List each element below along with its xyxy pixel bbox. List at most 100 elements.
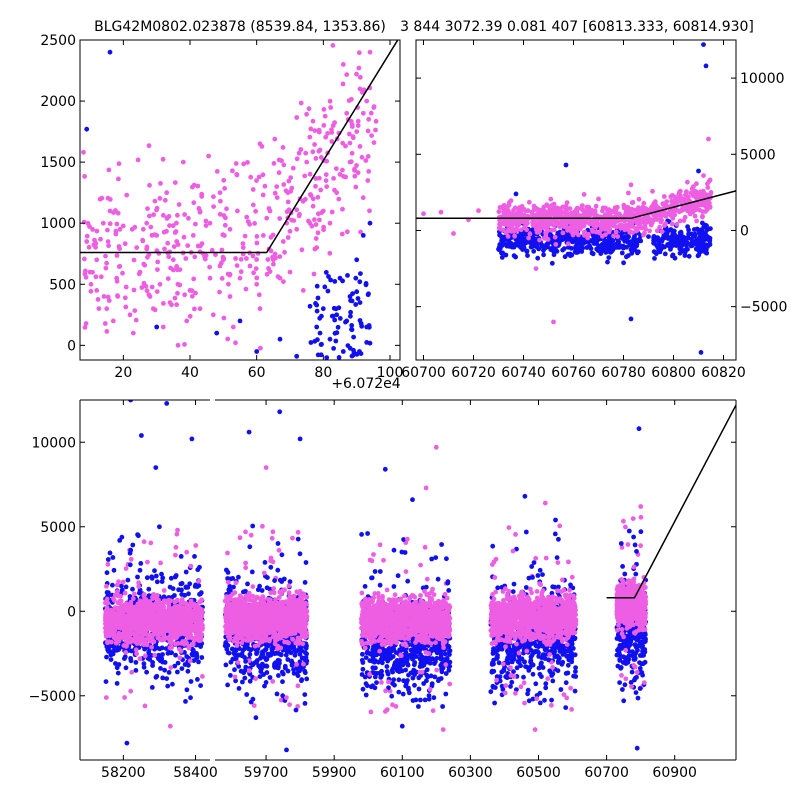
data-point-pink [81, 149, 86, 155]
data-point-pink [106, 167, 112, 173]
data-point-pink [82, 325, 88, 330]
data-point-blue [173, 652, 179, 658]
data-point-pink [83, 268, 88, 274]
data-point-blue [297, 659, 303, 665]
data-point-blue [668, 246, 673, 252]
data-point-blue [567, 237, 573, 243]
data-point-pink [318, 155, 324, 160]
data-point-pink [144, 220, 150, 226]
data-point-pink [363, 158, 369, 163]
data-point-pink [701, 173, 706, 179]
data-point-blue [700, 239, 706, 245]
data-point-blue [606, 255, 612, 260]
data-point-pink [707, 205, 713, 210]
data-point-blue [304, 651, 309, 657]
data-point-blue [676, 238, 682, 243]
data-point-pink [569, 229, 574, 235]
data-point-pink [451, 231, 456, 236]
data-point-pink [136, 640, 142, 646]
data-point-blue [357, 279, 363, 285]
data-point-pink [166, 254, 172, 260]
data-point-pink [167, 639, 173, 645]
data-point-pink [105, 631, 110, 637]
data-point-scatter [150, 663, 156, 668]
data-point-pink [438, 209, 444, 215]
data-point-scatter [186, 662, 191, 668]
data-point-blue [522, 241, 528, 247]
data-point-pink [220, 232, 226, 238]
data-point-blue [259, 653, 264, 659]
panel-zoom-left-x-tick-label: 20 [114, 365, 132, 381]
data-point-pink [371, 140, 377, 146]
data-point-pink [685, 179, 690, 185]
data-point-pink [688, 190, 694, 196]
data-point-scatter [105, 561, 111, 567]
data-point-blue [241, 589, 246, 595]
data-point-pink [686, 194, 691, 200]
data-point-pink [281, 182, 287, 187]
data-point-blue [337, 316, 343, 321]
data-point-pink [129, 616, 134, 622]
data-point-scatter [127, 562, 133, 568]
data-point-pink [318, 187, 324, 193]
data-point-blue [541, 252, 546, 258]
data-point-scatter [136, 580, 142, 586]
panel-full-lightcurve: 58200 58400 59700 59900 60100 60300 60500 60700… [29, 399, 737, 781]
data-point-pink [116, 264, 122, 269]
data-point-pink [354, 163, 359, 168]
data-point-blue [663, 231, 669, 237]
panel-zoom-right: 3 844 3072.39 0.081 407 [60813.333, 6081… [400, 19, 787, 381]
data-point-pink [291, 218, 297, 224]
data-point-pink [287, 228, 293, 234]
data-point-pink [191, 276, 197, 282]
data-point-pink [285, 199, 291, 205]
data-point-scatter [128, 556, 134, 562]
data-point-pink [165, 240, 171, 246]
data-point-scatter [183, 699, 188, 704]
data-point-pink [669, 221, 675, 227]
data-point-pink [149, 636, 155, 642]
data-point-pink [104, 260, 109, 266]
data-point-scatter [196, 578, 202, 584]
data-point-pink [537, 237, 542, 243]
data-point-pink [142, 620, 148, 626]
data-point-pink [88, 281, 94, 287]
data-point-pink [329, 209, 335, 215]
data-point-pink [130, 596, 136, 602]
data-point-blue [682, 249, 688, 255]
data-point-pink [321, 227, 326, 233]
data-point-blue [610, 238, 616, 244]
data-point-scatter [142, 653, 148, 659]
data-point-pink [676, 193, 681, 199]
data-point-pink [373, 118, 379, 124]
data-point-blue [354, 351, 360, 357]
data-point-pink [542, 223, 547, 229]
data-point-blue [347, 345, 353, 351]
data-point-pink [93, 274, 99, 280]
data-point-blue [680, 239, 685, 245]
data-point-pink [591, 220, 597, 226]
data-point-pink [221, 256, 227, 261]
data-point-pink [605, 221, 611, 226]
data-point-pink [650, 188, 655, 194]
data-point-pink [120, 270, 125, 276]
data-point-pink [129, 625, 134, 631]
data-point-pink [316, 148, 322, 154]
data-point-pink [133, 630, 139, 635]
data-point-blue [696, 243, 702, 249]
data-point-pink [185, 621, 191, 626]
data-point-pink [107, 208, 113, 214]
data-point-pink [629, 206, 635, 212]
data-point-pink [565, 241, 571, 247]
data-point-blue [325, 288, 331, 294]
data-point-blue [280, 679, 285, 685]
data-point-pink [262, 183, 268, 189]
data-point-pink [199, 194, 205, 199]
data-point-scatter [119, 534, 125, 540]
data-point-blue [317, 315, 323, 321]
data-point-pink [124, 607, 130, 613]
data-point-blue [576, 239, 582, 245]
data-point-pink [280, 239, 286, 244]
data-point-pink [696, 202, 702, 208]
data-point-pink [172, 599, 178, 605]
